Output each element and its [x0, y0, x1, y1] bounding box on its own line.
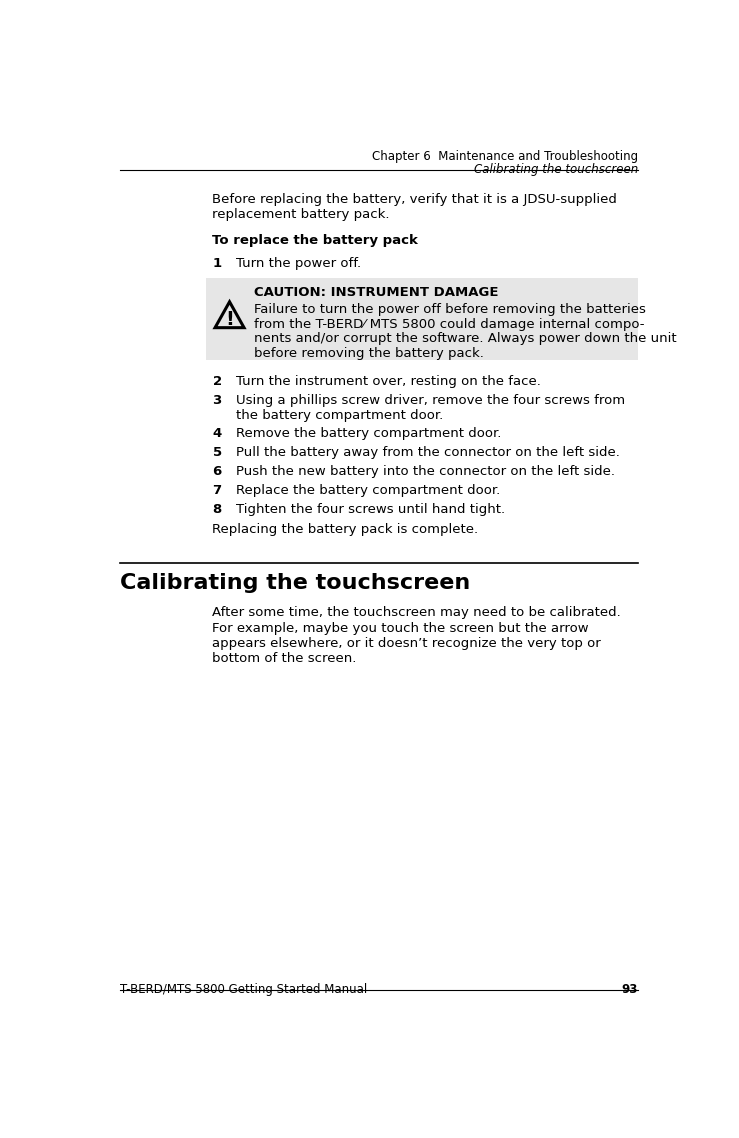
Text: Turn the power off.: Turn the power off.: [236, 257, 361, 271]
Text: Before replacing the battery, verify that it is a JDSU-supplied: Before replacing the battery, verify tha…: [213, 192, 617, 206]
Text: T-BERD/MTS 5800 Getting Started Manual: T-BERD/MTS 5800 Getting Started Manual: [120, 983, 367, 996]
Text: Failure to turn the power off before removing the batteries: Failure to turn the power off before rem…: [254, 303, 646, 316]
Text: Calibrating the touchscreen: Calibrating the touchscreen: [474, 163, 638, 176]
Text: nents and/or corrupt the software. Always power down the unit: nents and/or corrupt the software. Alway…: [254, 332, 677, 345]
Text: Tighten the four screws until hand tight.: Tighten the four screws until hand tight…: [236, 503, 505, 516]
Text: 93: 93: [621, 983, 638, 996]
Text: before removing the battery pack.: before removing the battery pack.: [254, 347, 484, 360]
Text: appears elsewhere, or it doesn’t recognize the very top or: appears elsewhere, or it doesn’t recogni…: [213, 637, 602, 650]
Text: Remove the battery compartment door.: Remove the battery compartment door.: [236, 428, 501, 440]
Text: Push the new battery into the connector on the left side.: Push the new battery into the connector …: [236, 465, 615, 478]
Text: Chapter 6  Maintenance and Troubleshooting: Chapter 6 Maintenance and Troubleshootin…: [372, 150, 638, 164]
Text: 7: 7: [213, 484, 222, 497]
Text: For example, maybe you touch the screen but the arrow: For example, maybe you touch the screen …: [213, 621, 589, 635]
Text: 4: 4: [213, 428, 222, 440]
Text: bottom of the screen.: bottom of the screen.: [213, 652, 357, 666]
FancyBboxPatch shape: [206, 278, 638, 360]
Text: Using a phillips screw driver, remove the four screws from: Using a phillips screw driver, remove th…: [236, 394, 625, 407]
Text: 1: 1: [213, 257, 222, 271]
Text: the battery compartment door.: the battery compartment door.: [236, 409, 443, 421]
Text: 6: 6: [213, 465, 222, 478]
Text: Replacing the battery pack is complete.: Replacing the battery pack is complete.: [213, 523, 479, 536]
Text: 8: 8: [213, 503, 222, 516]
Text: Calibrating the touchscreen: Calibrating the touchscreen: [120, 572, 470, 593]
Text: from the T-BERD⁄ MTS 5800 could damage internal compo-: from the T-BERD⁄ MTS 5800 could damage i…: [254, 318, 645, 331]
Text: Turn the instrument over, resting on the face.: Turn the instrument over, resting on the…: [236, 376, 541, 388]
Text: replacement battery pack.: replacement battery pack.: [213, 208, 390, 221]
Text: 2: 2: [213, 376, 222, 388]
Text: Pull the battery away from the connector on the left side.: Pull the battery away from the connector…: [236, 446, 619, 460]
Text: To replace the battery pack: To replace the battery pack: [213, 233, 418, 247]
Text: Replace the battery compartment door.: Replace the battery compartment door.: [236, 484, 500, 497]
Text: 5: 5: [213, 446, 222, 460]
Text: After some time, the touchscreen may need to be calibrated.: After some time, the touchscreen may nee…: [213, 607, 621, 619]
Text: CAUTION: INSTRUMENT DAMAGE: CAUTION: INSTRUMENT DAMAGE: [254, 286, 499, 299]
Text: 3: 3: [213, 394, 222, 407]
Text: !: !: [225, 310, 234, 329]
